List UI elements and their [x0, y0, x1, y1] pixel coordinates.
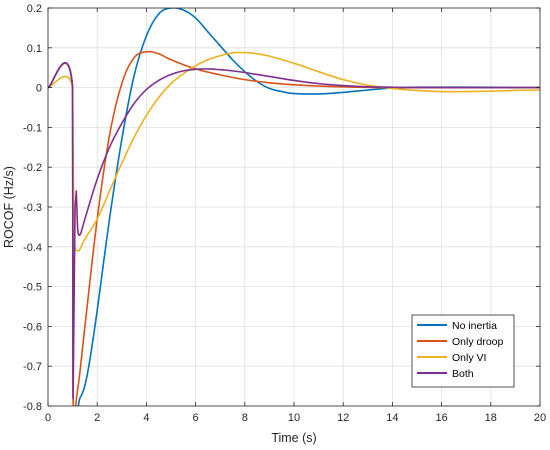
y-tick-label: -0.3 — [23, 202, 42, 214]
tick-labels: 0 2 4 6 8 10 12 14 16 18 20 0.2 0.1 0 -0.1 -0.2 -0.3 -0.4… — [23, 3, 546, 424]
x-tick-label: 12 — [337, 412, 349, 424]
legend: No inertia Only droop Only VI Both — [411, 314, 515, 388]
x-tick-label: 8 — [242, 412, 248, 424]
y-tick-label: -0.2 — [23, 162, 42, 174]
series-line-only-vi — [48, 51, 540, 252]
y-tick-label: -0.6 — [23, 321, 42, 333]
y-tick-label: 0.1 — [27, 43, 42, 55]
y-tick-label: -0.7 — [23, 361, 42, 373]
x-tick-label: 0 — [45, 412, 51, 424]
x-tick-label: 18 — [485, 412, 497, 424]
series-line-no-inertia — [48, 8, 540, 406]
legend-label-both: Both — [452, 368, 474, 380]
x-tick-label: 16 — [435, 412, 447, 424]
series-line-both — [48, 62, 540, 399]
x-tick-label: 14 — [386, 412, 398, 424]
y-tick-label: -0.5 — [23, 282, 42, 294]
y-tick-label: 0.2 — [27, 3, 42, 15]
legend-box — [411, 314, 515, 388]
y-tick-label: -0.4 — [23, 242, 42, 254]
series-line-only-droop — [48, 50, 540, 406]
legend-label-no-inertia: No inertia — [452, 320, 497, 332]
x-tick-label: 2 — [94, 412, 100, 424]
legend-label-only-droop: Only droop — [452, 336, 504, 348]
y-tick-label: -0.1 — [23, 122, 42, 134]
x-tick-label: 20 — [534, 412, 546, 424]
x-tick-label: 10 — [288, 412, 300, 424]
x-tick-label: 6 — [193, 412, 199, 424]
y-axis-title: ROCOF (Hz/s) — [2, 166, 16, 248]
y-tick-label: -0.8 — [23, 401, 42, 413]
series-layer — [48, 8, 540, 406]
x-tick-label: 4 — [143, 412, 149, 424]
legend-label-only-vi: Only VI — [452, 352, 486, 364]
x-axis-title: Time (s) — [271, 431, 316, 445]
y-tick-label: 0 — [36, 83, 42, 95]
